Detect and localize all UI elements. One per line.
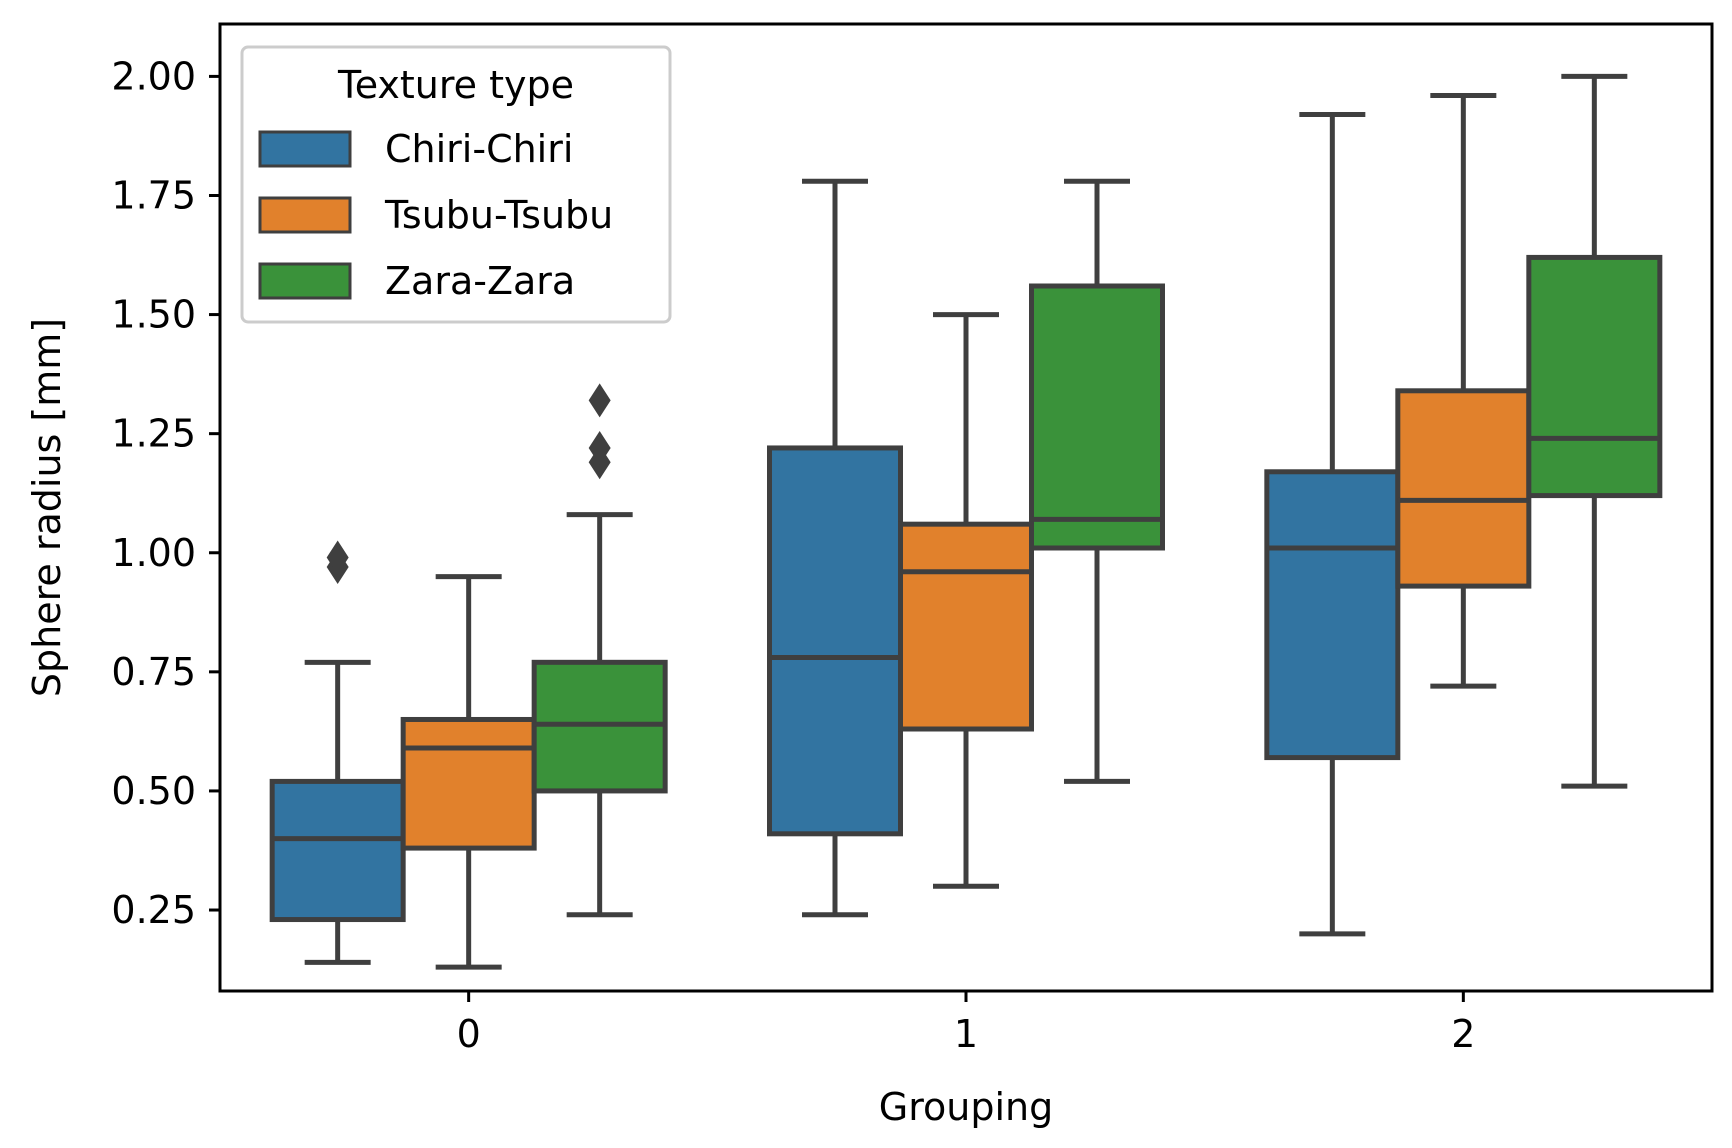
box [767, 445, 903, 837]
y-tick-label: 1.25 [111, 412, 196, 456]
box [400, 716, 537, 851]
box-group-zara-zara-0 [531, 383, 668, 918]
legend-title: Texture type [337, 63, 574, 107]
legend-label-chiri-chiri: Chiri-Chiri [385, 127, 573, 171]
box [1029, 283, 1165, 551]
box-group-tsubu-tsubu-1 [898, 312, 1034, 889]
x-axis: 0 1 2 [457, 991, 1475, 1056]
outlier-point [588, 430, 611, 465]
y-tick-label: 1.50 [111, 293, 196, 337]
box-group-tsubu-tsubu-0 [400, 574, 537, 970]
legend-label-tsubu-tsubu: Tsubu-Tsubu [384, 193, 613, 237]
legend-swatch-tsubu-tsubu [258, 196, 352, 234]
plot-marks [269, 73, 1663, 970]
legend-frame [240, 45, 672, 324]
legend-items: Chiri-Chiri Tsubu-Tsubu Zara-Zara [258, 127, 613, 303]
box [1526, 254, 1663, 499]
x-tick-label: 0 [457, 1012, 481, 1056]
box-group-chiri-chiri-0 [269, 540, 406, 965]
box-group-chiri-chiri-2 [1264, 112, 1401, 937]
legend-label-zara-zara: Zara-Zara [385, 259, 575, 303]
outlier-point [588, 383, 611, 418]
y-axis-label: Sphere radius [mm] [25, 318, 69, 697]
box [1264, 469, 1401, 761]
outlier-point [326, 540, 349, 575]
box [898, 521, 1034, 732]
x-axis-label: Grouping [879, 1085, 1053, 1129]
y-tick-label: 0.25 [111, 888, 196, 932]
y-tick-label: 0.75 [111, 650, 196, 694]
box [1395, 388, 1532, 589]
legend: Texture type Chiri-Chiri Tsubu-Tsubu Zara-… [240, 45, 672, 324]
box-group-tsubu-tsubu-2 [1395, 92, 1532, 689]
box-group-zara-zara-1 [1029, 178, 1165, 784]
y-tick-label: 0.50 [111, 769, 196, 813]
y-tick-label: 1.00 [111, 531, 196, 575]
legend-swatch-zara-zara [258, 262, 352, 300]
box [269, 778, 406, 923]
y-tick-label: 2.00 [111, 54, 196, 98]
x-tick-label: 1 [954, 1012, 978, 1056]
legend-swatch-chiri-chiri [258, 130, 352, 168]
y-tick-label: 1.75 [111, 173, 196, 217]
x-tick-label: 2 [1451, 1012, 1475, 1056]
y-axis: 0.25 0.50 0.75 1.00 1.25 1.50 1.75 2.00 [111, 54, 220, 932]
box-group-zara-zara-2 [1526, 73, 1663, 789]
